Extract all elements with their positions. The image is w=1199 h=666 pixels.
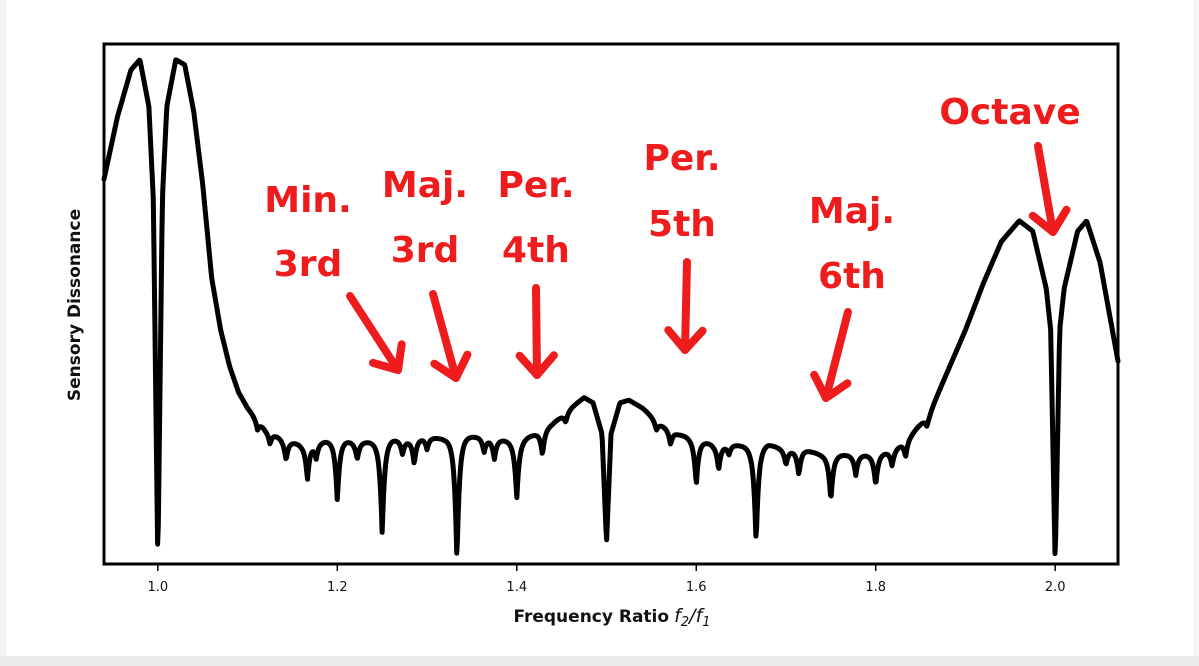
annotation-arrow-head [1028,205,1071,236]
annotation-label: Min. [264,180,351,221]
annotation-arrow-head [430,350,472,382]
annotation-label: Per. [643,138,720,179]
left-margin-strip [0,0,6,656]
x-axis-label-math: f2/f1 [674,605,710,630]
annotation-arrow-shaft [681,258,691,354]
axis-layer: 1.0 1.2 1.4 1.6 1.8 2.0 [102,42,1120,595]
curve-layer [101,57,1121,557]
annotation-arrow-shaft [532,284,541,379]
x-axis-label-text: Frequency Ratio [513,607,669,627]
annotation-arrow-head [515,351,558,379]
right-margin-strip [1193,0,1199,656]
dissonance-curve [101,57,1121,557]
annotation-arrow-shaft [1034,142,1057,236]
bottom-margin-strip [0,656,1199,666]
x-tick-label: 1.2 [327,580,348,595]
annotation-arrow-head [810,370,852,402]
annotation-arrow-head [664,326,707,354]
annotation-label: Per. [497,165,574,206]
annotation-arrow-shaft [429,290,460,382]
annotation-label: Maj. [809,191,895,232]
annotation-label: Octave [939,92,1080,133]
x-tick-label: 1.6 [686,580,707,595]
x-axis-label: Frequency Ratio f2/f1 [513,605,710,630]
x-tick-label: 1.0 [147,580,168,595]
annotation-label: 4th [502,230,570,271]
annotation-arrow-head [369,340,406,374]
y-axis-label: Sensory Dissonance [65,209,85,401]
annotation-arrow-shaft [822,308,852,402]
annotation-label: Maj. [382,165,468,206]
annotation-arrow-shaft [346,292,402,374]
x-tick-label: 1.4 [506,580,527,595]
plot-frame [102,42,1120,566]
annotation-label: 3rd [274,244,343,285]
annotation-label: 6th [818,256,886,297]
annotation-label: 5th [648,204,716,245]
annotation-layer: Min. 3rd Maj. 3rd Per. 4th Per. 5th Maj. 6th Octav… [264,92,1081,402]
x-tick-label: 2.0 [1045,580,1066,595]
annotation-label: 3rd [391,230,460,271]
x-tick-label: 1.8 [865,580,886,595]
